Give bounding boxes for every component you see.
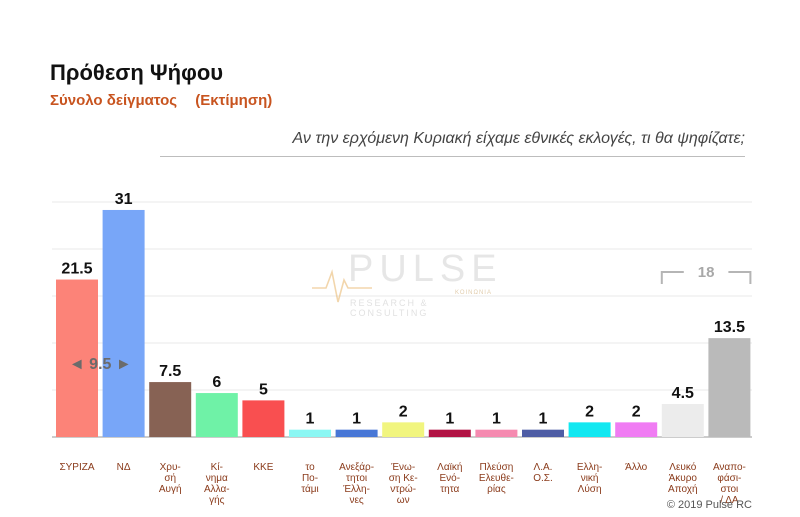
bar-value-label: 2 [585,403,594,420]
logo-tag-text: ΚΟΙΝΩΝΙΑ [455,290,492,296]
pulse-wave-icon [312,269,372,303]
pulse-watermark-logo: PULSE ΚΟΙΝΩΝΙΑ RESEARCH & CONSULTING [312,248,502,318]
bar [149,382,192,437]
category-label: Ελλη-νική Λύση [577,462,603,495]
question-underline [160,156,745,157]
category-label: Ένω-ση Κε-ντρώ-ων [389,462,418,506]
category-label: Λαϊκή Ενό-τητα [437,461,462,495]
bar [102,209,145,437]
category-label: Λευκό Άκυρο Αποχή [668,461,698,495]
category-label: Ανεξάρ-τητοι Έλλη-νες [339,461,374,506]
bar [568,422,611,437]
bar-value-label: 1 [539,411,548,428]
bar-value-label: 1 [445,411,454,428]
gap-annotation-label: ◄ 9.5 ► [69,356,132,373]
bar [615,422,658,437]
survey-question: Αν την ερχόμενη Κυριακή είχαμε εθνικές ε… [292,130,745,147]
bar-value-label: 1 [306,411,315,428]
logo-pulse-text: PULSE [348,248,503,290]
category-label: ΚΚΕ [253,462,273,473]
category-label: Κί-νημα Αλλα-γής [204,461,230,506]
bar-value-label: 2 [632,403,641,420]
bar-value-label: 1 [492,411,501,428]
category-label: ΣΥΡΙΖΑ [59,462,94,473]
category-label: Άλλο [625,462,648,473]
category-label: ΝΔ [117,462,131,473]
bar-value-label: 4.5 [672,385,694,402]
category-label: Λ.Α. Ο.Σ. [533,462,553,484]
subtitle-estimate: (Εκτίμηση) [195,92,273,109]
subtitle-sample: Σύνολο δείγματος [50,92,178,109]
bar [289,429,331,437]
bar [522,429,564,437]
copyright-credit: © 2019 Pulse RC [666,499,752,511]
bar-value-label: 7.5 [159,363,181,380]
bar-value-label: 5 [259,381,268,398]
bar [661,404,704,437]
bar-value-label: 31 [115,191,133,208]
bar [242,400,285,437]
chart-title: Πρόθεση Ψήφου [50,60,224,85]
bar [475,429,518,437]
category-label: Αναπο-φάσι-στοι / ΔΑ [713,462,746,506]
bar-value-label: 21.5 [61,261,92,278]
category-label: Πλεύση Ελευθε-ρίας [479,461,514,495]
bracket-annotation [660,271,752,284]
bar [708,338,751,437]
bracket-annotation-label: 18 [698,264,715,281]
bar [56,279,98,437]
bar-value-label: 13.5 [714,319,745,336]
logo-subtitle-text: RESEARCH & CONSULTING [350,298,429,318]
bar [382,422,425,437]
category-label: το Πο-τάμι [301,462,319,495]
bar-value-label: 6 [212,374,221,391]
bar [335,429,378,437]
bar [195,393,238,437]
bar-value-label: 2 [399,403,408,420]
bar-value-label: 1 [352,411,361,428]
category-label: Χρυ-σή Αυγή [159,462,182,495]
chart-subtitle: Σύνολο δείγματος (Εκτίμηση) [50,92,272,109]
bar [428,429,471,437]
